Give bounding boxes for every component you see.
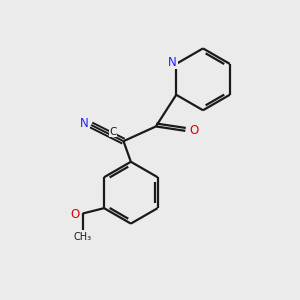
Text: O: O (189, 124, 198, 137)
Text: C: C (110, 127, 117, 136)
Text: N: N (168, 56, 177, 69)
Text: CH₃: CH₃ (74, 232, 92, 242)
Text: N: N (80, 117, 89, 130)
Text: O: O (70, 208, 80, 220)
